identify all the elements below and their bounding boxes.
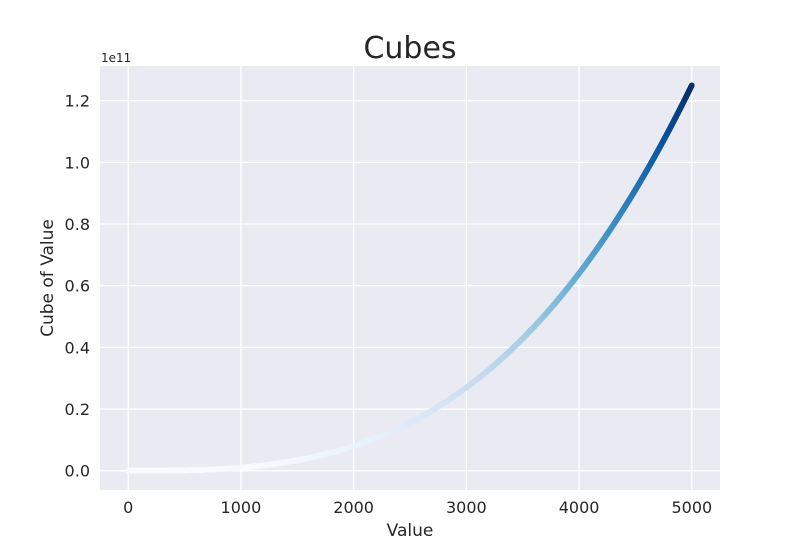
grid <box>100 66 720 490</box>
data-series-cubes <box>125 82 695 474</box>
plot-area <box>100 66 720 490</box>
